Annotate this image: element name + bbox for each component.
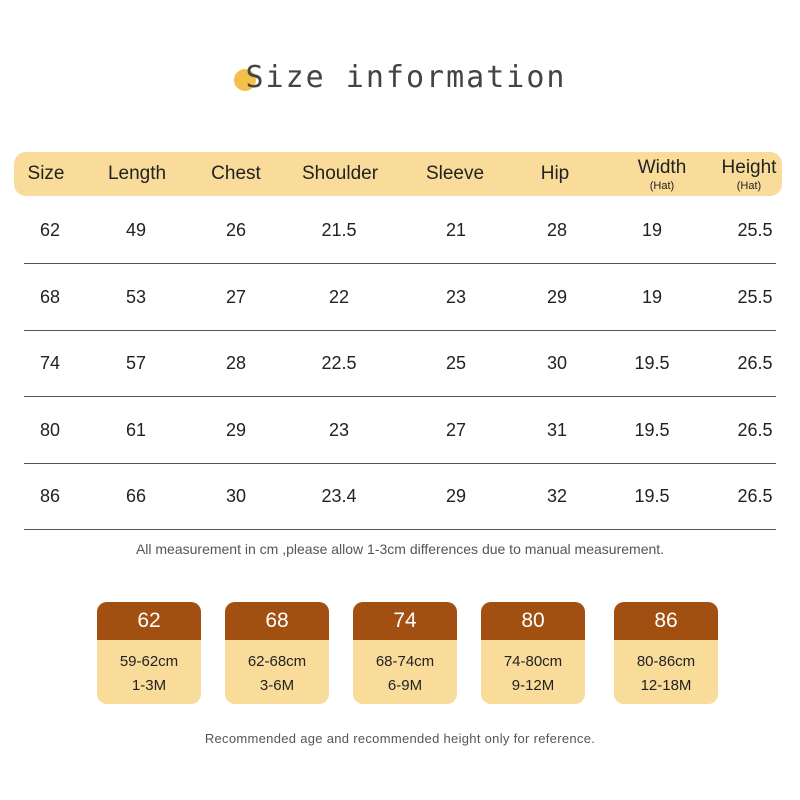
size-card-height: 74-80cm xyxy=(503,653,563,670)
cell-length: 49 xyxy=(125,220,147,240)
cell-width-hat: 19 xyxy=(641,220,663,240)
size-card-age: 9-12M xyxy=(511,677,555,694)
cell-width-hat: 19.5 xyxy=(634,420,670,440)
size-card-size: 86 xyxy=(614,602,718,640)
cell-size: 80 xyxy=(39,420,61,440)
size-card: 86 80-86cm 12-18M xyxy=(614,602,718,704)
header-width-hat: Width (Hat) xyxy=(637,156,687,192)
size-card-size: 74 xyxy=(353,602,457,640)
cell-size: 74 xyxy=(39,353,61,373)
circle-icon xyxy=(233,69,256,91)
cell-hip: 31 xyxy=(546,420,568,440)
table-row: 68 53 27 22 23 29 19 25.5 xyxy=(24,264,776,331)
cell-width-hat: 19.5 xyxy=(634,353,670,373)
cell-sleeve: 29 xyxy=(445,486,467,506)
size-card-age: 6-9M xyxy=(387,677,423,694)
header-sleeve: Sleeve xyxy=(425,163,485,184)
size-card-height: 59-62cm xyxy=(119,653,179,670)
header-hip: Hip xyxy=(540,163,570,184)
header-size: Size xyxy=(27,163,65,184)
size-card-size: 68 xyxy=(225,602,329,640)
cell-shoulder: 22.5 xyxy=(321,353,357,373)
cell-hip: 29 xyxy=(546,287,568,307)
cell-height-hat: 26.5 xyxy=(737,420,773,440)
cell-length: 53 xyxy=(125,287,147,307)
cell-length: 61 xyxy=(125,420,147,440)
size-card: 62 59-62cm 1-3M xyxy=(97,602,201,704)
cell-sleeve: 23 xyxy=(445,287,467,307)
cell-chest: 27 xyxy=(225,287,247,307)
size-card-age: 3-6M xyxy=(259,677,295,694)
cell-sleeve: 25 xyxy=(445,353,467,373)
cell-chest: 30 xyxy=(225,486,247,506)
title-block: Size information xyxy=(0,60,800,95)
reference-footer: Recommended age and recommended height o… xyxy=(204,731,596,746)
table-row: 74 57 28 22.5 25 30 19.5 26.5 xyxy=(24,330,776,397)
cell-width-hat: 19.5 xyxy=(634,486,670,506)
cell-length: 66 xyxy=(125,486,147,506)
size-card: 80 74-80cm 9-12M xyxy=(481,602,585,704)
size-card: 74 68-74cm 6-9M xyxy=(353,602,457,704)
cell-height-hat: 25.5 xyxy=(737,220,773,240)
cell-width-hat: 19 xyxy=(641,287,663,307)
cell-height-hat: 26.5 xyxy=(737,486,773,506)
size-card-height: 80-86cm xyxy=(636,653,696,670)
table-row: 80 61 29 23 27 31 19.5 26.5 xyxy=(24,397,776,464)
cell-shoulder: 23 xyxy=(328,420,350,440)
header-length: Length xyxy=(107,163,167,184)
cell-hip: 28 xyxy=(546,220,568,240)
cell-hip: 30 xyxy=(546,353,568,373)
cell-size: 62 xyxy=(39,220,61,240)
size-card-height: 62-68cm xyxy=(247,653,307,670)
cell-chest: 26 xyxy=(225,220,247,240)
size-card-size: 80 xyxy=(481,602,585,640)
cell-sleeve: 27 xyxy=(445,420,467,440)
header-chest: Chest xyxy=(211,163,261,184)
header-shoulder: Shoulder xyxy=(301,163,379,184)
size-card-age: 1-3M xyxy=(131,677,167,694)
page-title: Size information xyxy=(233,60,567,95)
cell-height-hat: 25.5 xyxy=(737,287,773,307)
cell-sleeve: 21 xyxy=(445,220,467,240)
size-card-size: 62 xyxy=(97,602,201,640)
cell-height-hat: 26.5 xyxy=(737,353,773,373)
cell-hip: 32 xyxy=(546,486,568,506)
cell-shoulder: 22 xyxy=(328,287,350,307)
size-card: 68 62-68cm 3-6M xyxy=(225,602,329,704)
cell-size: 86 xyxy=(39,486,61,506)
cell-shoulder: 23.4 xyxy=(321,486,357,506)
cell-size: 68 xyxy=(39,287,61,307)
cell-chest: 29 xyxy=(225,420,247,440)
table-header: Size Length Chest Shoulder Sleeve Hip Wi… xyxy=(14,152,782,196)
cell-chest: 28 xyxy=(225,353,247,373)
size-card-height: 68-74cm xyxy=(375,653,435,670)
cell-shoulder: 21.5 xyxy=(321,220,357,240)
cell-length: 57 xyxy=(125,353,147,373)
size-card-age: 12-18M xyxy=(640,677,692,694)
measurement-note: All measurement in cm ,please allow 1-3c… xyxy=(135,541,665,557)
table-row: 86 66 30 23.4 29 32 19.5 26.5 xyxy=(24,463,776,530)
table-row: 62 49 26 21.5 21 28 19 25.5 xyxy=(24,197,776,264)
header-height-hat: Height (Hat) xyxy=(721,156,777,192)
